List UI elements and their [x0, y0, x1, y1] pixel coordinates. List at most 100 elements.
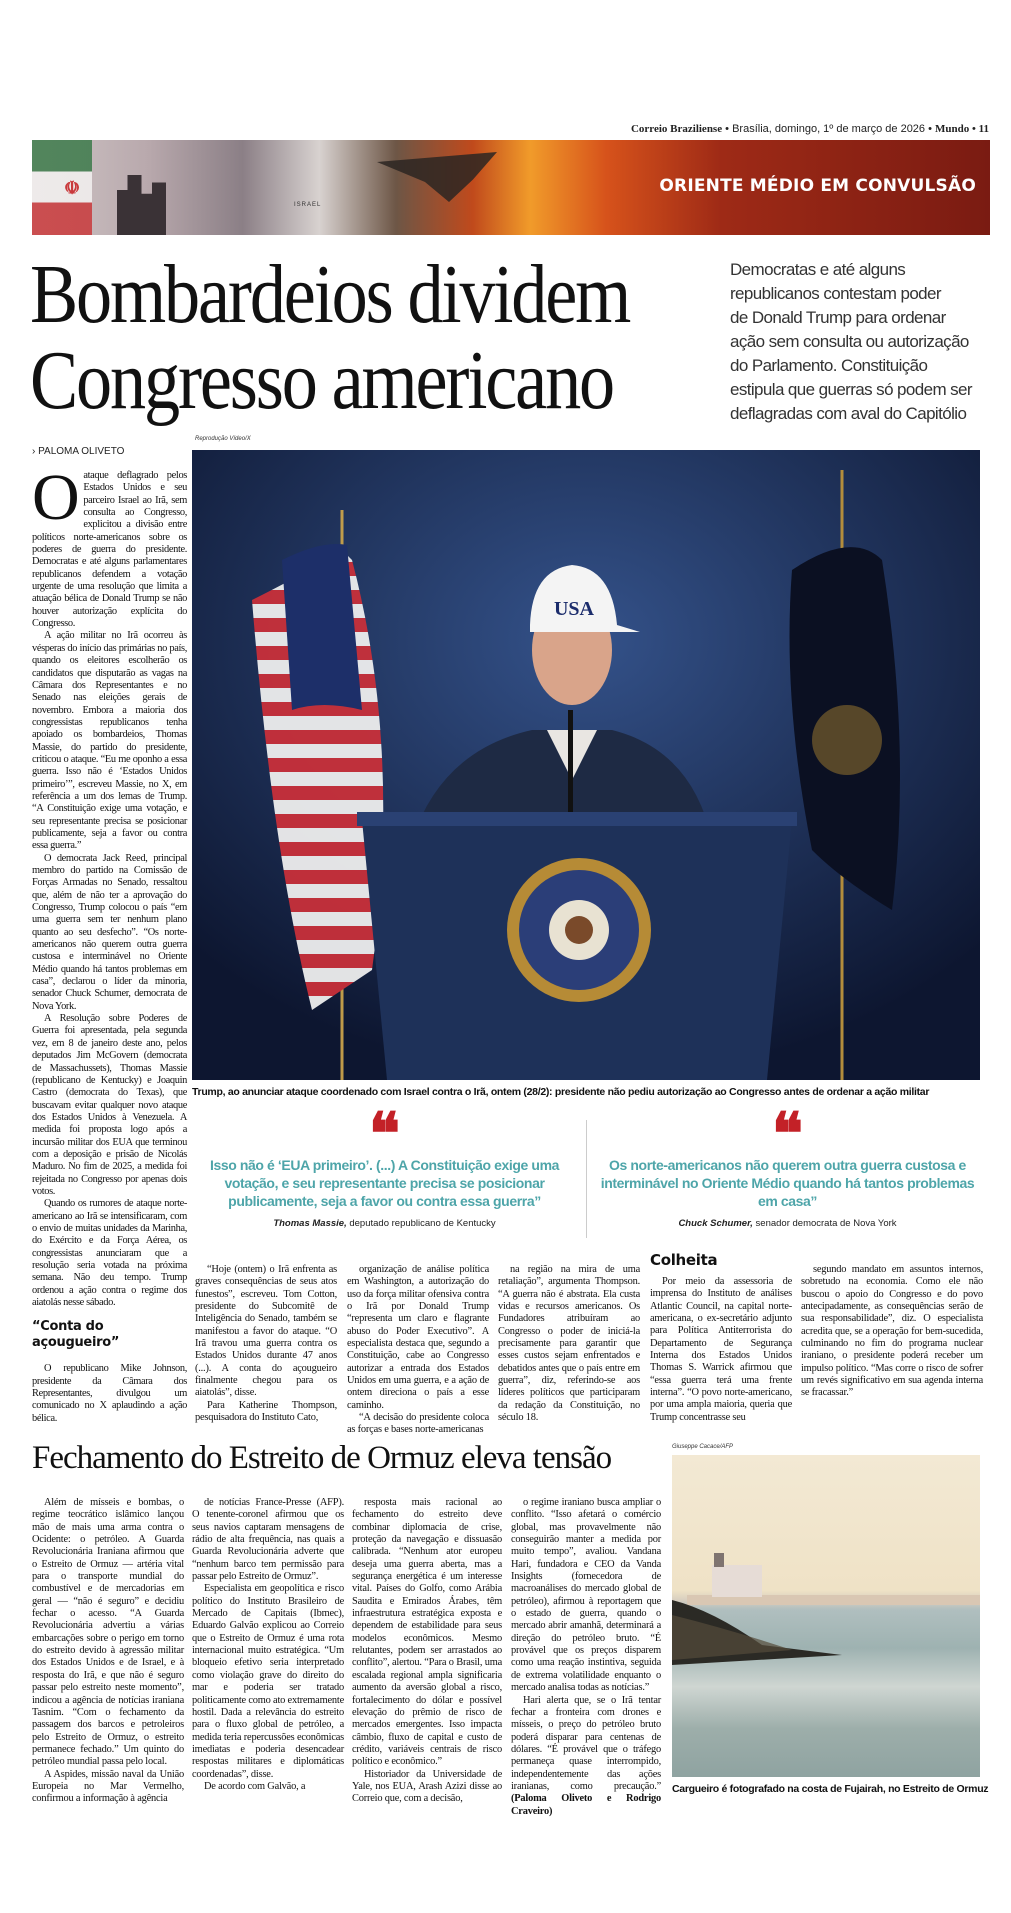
headline-line: Bombardeios dividem — [30, 248, 631, 341]
map-label: ISRAEL — [294, 202, 322, 208]
paragraph-text: Especialista em geopolítica e risco polí… — [192, 1583, 344, 1780]
paragraph-text: “A decisão do presidente coloca as força… — [347, 1412, 489, 1436]
cap-text: USA — [554, 598, 595, 620]
paragraph-text: na região na mira de uma retaliação”, ar… — [498, 1264, 640, 1424]
paragraph: Quando os rumores de ataque norte-americ… — [32, 1198, 187, 1309]
lead-paragraph: O ataque deflagrado pelos Estados Unidos… — [32, 461, 187, 630]
article-column: de notícias France-Presse (AFP). O tenen… — [192, 1497, 344, 1793]
paragraph-text: A Resolução sobre Poderes de Guerra foi … — [32, 1013, 187, 1197]
main-photo-caption: Trump, ao anunciar ataque coordenado com… — [192, 1086, 930, 1098]
article-column: O ataque deflagrado pelos Estados Unidos… — [32, 461, 187, 1425]
drop-cap: O — [32, 461, 80, 534]
page-folio: Correio Braziliense • Brasília, domingo,… — [631, 123, 989, 135]
deck-line: de Donald Trump para ordenar — [730, 308, 946, 327]
paragraph: Hari alerta que, se o Irã tentar fechar … — [511, 1695, 661, 1818]
city-skyline-image — [117, 167, 166, 235]
paragraph: A Resolução sobre Poderes de Guerra foi … — [32, 1013, 187, 1198]
article-column: Colheita Por meio da assessoria de impre… — [650, 1252, 792, 1424]
pull-quote: ❝ Os norte-americanos não querem outra g… — [595, 1105, 980, 1229]
paragraph-text: A ação militar no Irã ocorreu às véspera… — [32, 630, 187, 852]
quote-speaker-role: deputado republicano de Kentucky — [346, 1218, 496, 1229]
paragraph-text: A Aspides, missão naval da União Europei… — [32, 1768, 184, 1805]
headline-deck: Democratas e até alguns republicanos con… — [730, 258, 990, 426]
subhead: “Conta do açougueiro” — [32, 1319, 120, 1351]
section-page: Mundo • 11 — [935, 123, 989, 135]
page-headline: Bombardeios dividem Congresso americano — [30, 248, 631, 427]
quote-speaker: Chuck Schumer, — [678, 1218, 753, 1229]
paragraph: de notícias France-Presse (AFP). O tenen… — [192, 1497, 344, 1583]
paragraph: o regime iraniano busca ampliar o confli… — [511, 1497, 661, 1695]
article-column: “Hoje (ontem) o Irã enfrenta as graves c… — [195, 1264, 337, 1424]
byline: › PALOMA OLIVETO — [32, 446, 125, 457]
quote-text: Os norte-americanos não querem outra gue… — [600, 1157, 975, 1209]
edition-date: • Brasília, domingo, 1º de março de 2026… — [725, 123, 932, 135]
paragraph-text: Quando os rumores de ataque norte-americ… — [32, 1198, 187, 1309]
trump-podium-photo: USA — [192, 450, 980, 1080]
cargo-ship-photo — [672, 1455, 980, 1777]
podium — [357, 812, 797, 1080]
paragraph: Especialista em geopolítica e risco polí… — [192, 1583, 344, 1781]
deck-line: do Parlamento. Constituição — [730, 356, 928, 375]
paragraph-text: resposta mais racional ao fechamento do … — [352, 1497, 502, 1768]
quote-speaker-role: senador democrata de Nova York — [752, 1218, 897, 1229]
deck-line: ação sem consulta ou autorização — [730, 332, 969, 351]
paragraph-text: o regime iraniano busca ampliar o confli… — [511, 1497, 661, 1694]
article-column: segundo mandato em assuntos internos, so… — [801, 1264, 983, 1400]
paragraph: Historiador da Universidade de Yale, nos… — [352, 1769, 502, 1806]
quote-attribution: Thomas Massie, deputado republicano de K… — [192, 1218, 577, 1229]
quote-speaker: Thomas Massie, — [273, 1218, 347, 1229]
quote-divider — [586, 1120, 587, 1238]
deck-line: republicanos contestam poder — [730, 284, 942, 303]
iran-emblem-icon: ☫ — [64, 178, 81, 198]
paragraph: resposta mais racional ao fechamento do … — [352, 1497, 502, 1769]
paragraph-text: organização de análise política em Washi… — [347, 1264, 489, 1411]
article-column: organização de análise política em Washi… — [347, 1264, 489, 1437]
deck-line: Democratas e até alguns — [730, 260, 906, 279]
paragraph-text: Para Katherine Thompson, pesquisadora do… — [195, 1399, 337, 1424]
photo-caption: Cargueiro é fotografado na costa de Fuja… — [672, 1783, 989, 1795]
paragraph: Para Katherine Thompson, pesquisadora do… — [195, 1400, 337, 1425]
paragraph: A ação militar no Irã ocorreu às véspera… — [32, 630, 187, 852]
quote-mark-icon: ❝ — [368, 1100, 401, 1168]
paragraph-text: De acordo com Galvão, a — [204, 1780, 306, 1792]
paragraph-text: “Hoje (ontem) o Irã enfrenta as graves c… — [195, 1264, 337, 1399]
article-headline: Fechamento do Estreito de Ormuz eleva te… — [32, 1440, 612, 1476]
paragraph-text: Hari alerta que, se o Irã tentar fechar … — [511, 1694, 661, 1792]
paragraph: O republicano Mike Johnson, presidente d… — [32, 1363, 187, 1425]
quote-attribution: Chuck Schumer, senador democrata de Nova… — [595, 1218, 980, 1229]
paragraph: organização de análise política em Washi… — [347, 1264, 489, 1412]
cargo-ship-image — [672, 1553, 980, 1665]
presidential-flag — [789, 470, 900, 1080]
pull-quote: ❝ Isso não é ‘EUA primeiro’. (...) A Con… — [192, 1100, 577, 1229]
lead-text: ataque deflagrado pelos Estados Unidos e… — [32, 470, 187, 630]
us-flag — [252, 510, 384, 1080]
paragraph-text: Por meio da assessoria de imprensa do In… — [650, 1276, 792, 1423]
paragraph-text: O democrata Jack Reed, principal membro … — [32, 852, 187, 1012]
deck-line: deflagradas com aval do Capitólio — [730, 404, 967, 423]
deck-line: estipula que guerras só podem ser — [730, 380, 973, 399]
bomber-jet-image — [377, 152, 497, 202]
article-column: o regime iraniano busca ampliar o confli… — [511, 1497, 661, 1818]
paragraph-text: O republicano Mike Johnson, presidente d… — [32, 1363, 187, 1424]
article-column: na região na mira de uma retaliação”, ar… — [498, 1264, 640, 1424]
paragraph: “Hoje (ontem) o Irã enfrenta as graves c… — [195, 1264, 337, 1400]
paragraph: “A decisão do presidente coloca as força… — [347, 1412, 489, 1437]
article-column: resposta mais racional ao fechamento do … — [352, 1497, 502, 1806]
photo-credit: Giuseppe Cacace/AFP — [672, 1444, 734, 1450]
paragraph-text: Além de mísseis e bombas, o regime teocr… — [32, 1497, 184, 1768]
paragraph-text: segundo mandato em assuntos internos, so… — [801, 1264, 983, 1399]
paragraph: A Aspides, missão naval da União Europei… — [32, 1769, 184, 1806]
paragraph: na região na mira de uma retaliação”, ar… — [498, 1264, 640, 1424]
headline-line: Congresso americano — [30, 334, 615, 427]
paragraph: segundo mandato em assuntos internos, so… — [801, 1264, 983, 1400]
article-column: Além de mísseis e bombas, o regime teocr… — [32, 1497, 184, 1806]
paragraph: O democrata Jack Reed, principal membro … — [32, 853, 187, 1013]
banner-title: ORIENTE MÉDIO EM CONVULSÃO — [659, 176, 976, 196]
iran-flag-image — [32, 140, 92, 235]
paragraph: Além de mísseis e bombas, o regime teocr… — [32, 1497, 184, 1769]
paragraph: Por meio da assessoria de imprensa do In… — [650, 1276, 792, 1424]
main-photo: USA — [192, 450, 980, 1080]
article-signoff: (Paloma Oliveto e Rodrigo Craveiro) — [511, 1793, 661, 1817]
photo-credit: Reprodução Vídeo/X — [195, 436, 251, 442]
paragraph-text: Historiador da Universidade de Yale, nos… — [352, 1768, 502, 1805]
